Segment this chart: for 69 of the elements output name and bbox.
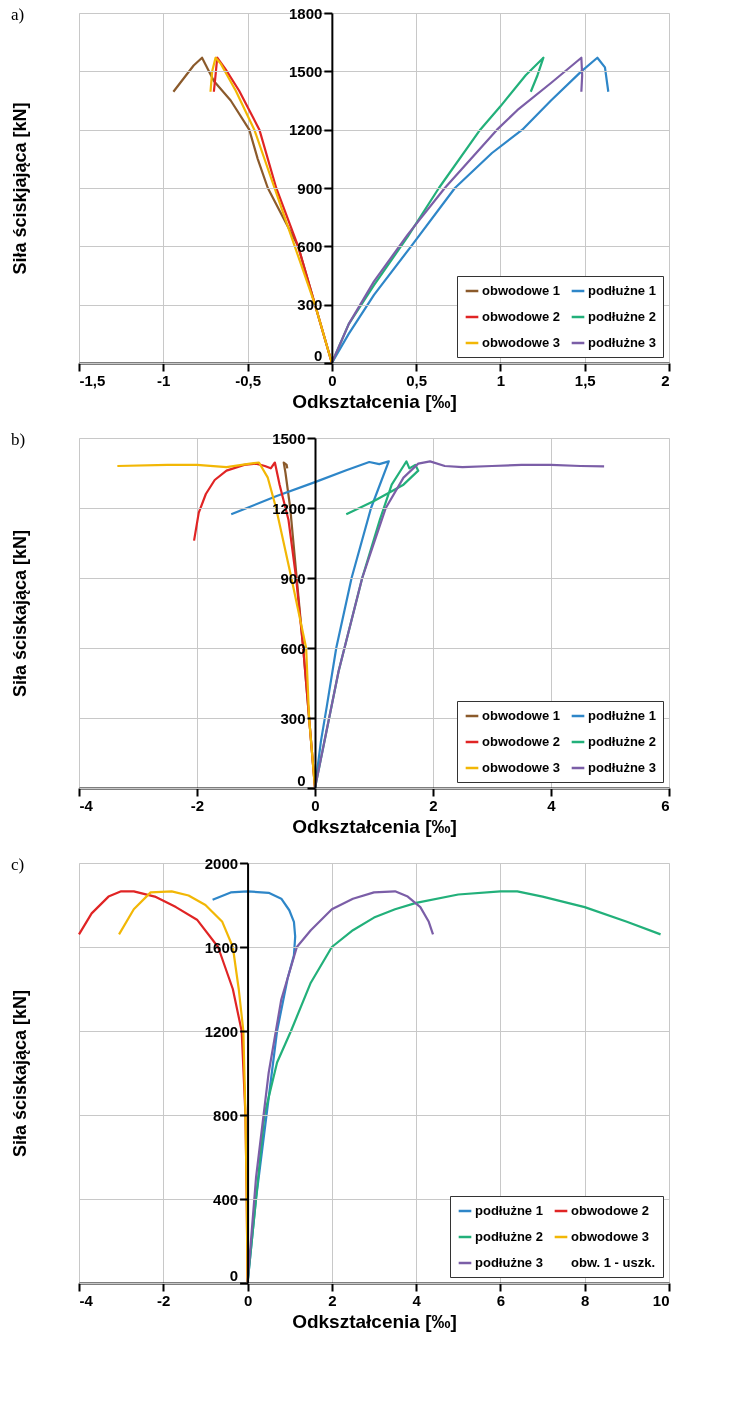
- legend-label: obwodowe 2: [482, 309, 560, 324]
- x-tick-label: -4: [79, 796, 94, 814]
- legend-label: podłużne 2: [588, 309, 656, 324]
- legend-label: podłużne 1: [475, 1203, 543, 1218]
- y-tick-label: 900: [297, 179, 323, 197]
- x-tick-label: 10: [652, 1291, 670, 1309]
- x-tick-label: 8: [581, 1291, 590, 1309]
- legend-label: obwodowe 1: [482, 708, 560, 723]
- x-axis-title: Odkształcenia [‰]: [292, 390, 457, 412]
- legend-label: obwodowe 3: [482, 760, 560, 775]
- x-tick-label: 6: [661, 796, 670, 814]
- line-series: [246, 890, 435, 1285]
- x-tick-label: 2: [429, 796, 438, 814]
- chart-title: c): [11, 855, 25, 874]
- legend-label: obwodowe 3: [482, 335, 560, 350]
- x-tick-label: 4: [412, 1291, 422, 1309]
- annotation: obw. 1 - uszk.: [571, 1255, 656, 1270]
- legend-label: podłużne 1: [588, 708, 656, 723]
- x-tick-label: -2: [190, 796, 205, 814]
- y-tick-label: 1200: [272, 499, 306, 517]
- legend-label: podłużne 3: [588, 760, 656, 775]
- x-tick-label: 1,5: [574, 371, 596, 389]
- legend-label: podłużne 1: [588, 283, 656, 298]
- y-axis-title: Siła ściskjająca [kN]: [9, 102, 30, 275]
- y-tick-label: 900: [280, 569, 306, 587]
- y-tick-label: 1500: [272, 429, 306, 447]
- x-tick-label: -1,5: [79, 371, 106, 389]
- x-tick-label: -1: [157, 371, 171, 389]
- x-axis-title: Odkształcenia [‰]: [292, 815, 457, 837]
- legend-label: podłużne 3: [588, 335, 656, 350]
- x-tick-label: -2: [157, 1291, 171, 1309]
- y-tick-label: 1200: [288, 121, 323, 139]
- y-axis-title: Siła ściskająca [kN]: [9, 529, 30, 698]
- x-tick-label: 2: [661, 371, 670, 389]
- legend-label: obwodowe 1: [482, 283, 560, 298]
- x-tick-label: 0: [328, 371, 337, 389]
- x-tick-label: 0: [243, 1291, 253, 1309]
- legend-label: podłużne 2: [588, 734, 656, 749]
- y-tick-label: 600: [280, 639, 306, 657]
- y-tick-label: 0: [297, 771, 306, 789]
- y-tick-label: 800: [213, 1106, 239, 1124]
- legend-label: podłużne 2: [475, 1229, 543, 1244]
- x-axis-title: Odkształcenia [‰]: [292, 1310, 457, 1332]
- legend-label: podłużne 3: [475, 1255, 543, 1270]
- y-tick-label: 1600: [204, 938, 239, 956]
- y-tick-label: 300: [280, 709, 306, 727]
- line-series: [117, 890, 249, 1285]
- y-tick-label: 1500: [288, 62, 323, 80]
- x-tick-label: 0,5: [406, 371, 428, 389]
- y-tick-label: 2000: [204, 854, 239, 872]
- x-tick-label: 4: [547, 796, 557, 814]
- chart-title: a): [11, 5, 25, 24]
- x-tick-label: 6: [496, 1291, 506, 1309]
- y-tick-label: 0: [229, 1266, 239, 1284]
- x-tick-label: 1: [496, 371, 506, 389]
- legend-label: obwodowe 2: [482, 734, 560, 749]
- y-tick-label: 1200: [204, 1022, 239, 1040]
- y-tick-label: 400: [213, 1190, 239, 1208]
- chart-title: b): [11, 430, 26, 449]
- y-tick-label: 0: [314, 346, 323, 364]
- y-tick-label: 600: [297, 237, 323, 255]
- x-tick-label: -4: [79, 1291, 94, 1309]
- y-axis-title: Siła ściskająca [kN]: [9, 989, 30, 1158]
- x-tick-label: 2: [328, 1291, 337, 1309]
- legend-label: obwodowe 3: [571, 1229, 649, 1244]
- y-tick-label: 300: [297, 296, 323, 314]
- x-tick-label: -0,5: [235, 371, 261, 389]
- y-tick-label: 1800: [288, 4, 323, 22]
- legend-label: obwodowe 2: [571, 1203, 649, 1218]
